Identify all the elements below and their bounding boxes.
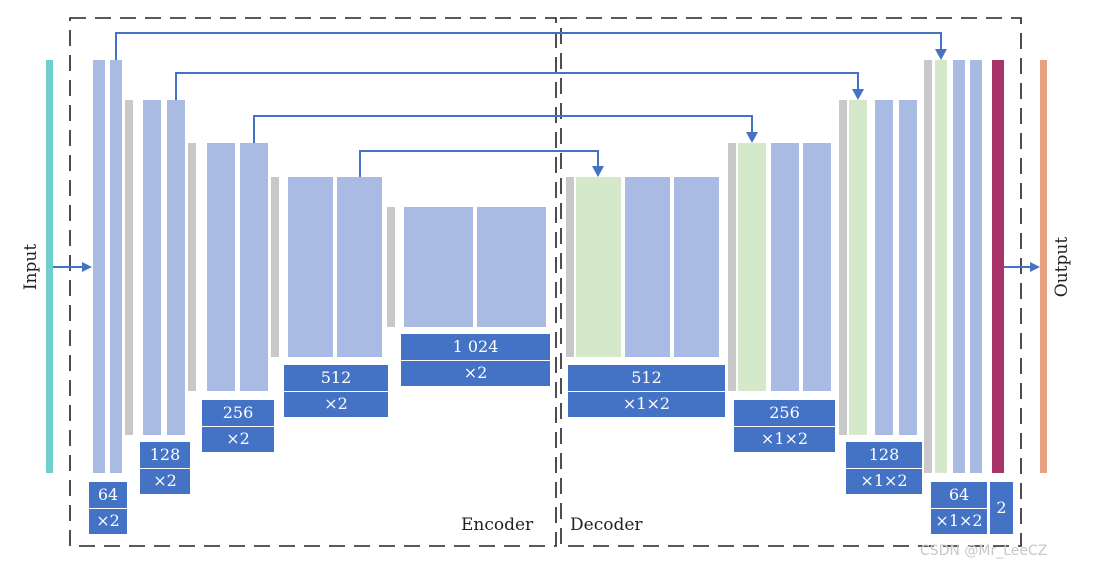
dec4-copy	[576, 177, 621, 357]
final-output-channels: 2	[996, 498, 1007, 517]
enc1-pool	[125, 100, 133, 435]
dec4-up	[566, 177, 574, 357]
encoder-dashed-border	[69, 17, 557, 547]
dec4-conv: ×1×2	[568, 390, 725, 418]
dec1-copy	[935, 60, 947, 473]
enc3-label-box: 256 ×2	[202, 400, 274, 452]
bottleneck-conv: ×2	[401, 359, 550, 387]
dec2-map-b	[899, 100, 917, 435]
dec3-conv: ×1×2	[734, 425, 835, 453]
enc2-conv: ×2	[140, 467, 190, 495]
bottleneck-label-box: 1 024 ×2	[401, 334, 550, 386]
skip-connection-1	[115, 32, 942, 60]
enc3-pool	[271, 177, 279, 357]
encoder-label: Encoder	[461, 515, 534, 535]
dec2-copy	[849, 100, 867, 435]
enc4-channels: 512	[320, 367, 352, 387]
output-label: Output	[1052, 236, 1072, 298]
dec1-label-box: 64 ×1×2	[931, 482, 987, 534]
dec3-channels: 256	[769, 402, 800, 422]
skip-arrow-head-2	[852, 89, 864, 100]
skip-arrow-head-4	[592, 166, 604, 177]
output-arrow-head	[1030, 262, 1040, 272]
enc2-label-box: 128 ×2	[140, 442, 190, 494]
bottleneck-map-a	[404, 207, 473, 327]
enc2-map-a	[143, 100, 161, 435]
skip-arrow-head-1	[935, 49, 947, 60]
enc4-map-b	[337, 177, 382, 357]
enc2-channels: 128	[149, 444, 181, 464]
enc3-conv: ×2	[202, 425, 274, 453]
dec3-map-b	[803, 143, 831, 391]
dec1-map-a	[953, 60, 965, 473]
enc4-conv: ×2	[284, 390, 388, 418]
enc1-map-a	[93, 60, 105, 473]
input-bar	[46, 60, 53, 473]
dec1-map-b	[970, 60, 982, 473]
enc2-pool	[188, 143, 196, 391]
bottleneck-channels: 1 024	[452, 336, 499, 356]
dec2-label-box: 128 ×1×2	[846, 442, 922, 494]
decoder-label: Decoder	[570, 515, 643, 535]
dec1-up	[924, 60, 932, 473]
enc4-label-box: 512 ×2	[284, 365, 388, 417]
dec2-conv: ×1×2	[846, 467, 922, 495]
watermark: CSDN @Mr_LeeCZ	[920, 543, 1048, 559]
dec4-channels: 512	[631, 367, 662, 387]
enc3-map-a	[207, 143, 235, 391]
enc4-map-a	[288, 177, 333, 357]
enc4-pool	[387, 207, 395, 327]
dec3-label-box: 256 ×1×2	[734, 400, 835, 452]
enc1-channels: 64	[97, 484, 119, 504]
dec4-label-box: 512 ×1×2	[568, 365, 725, 417]
dec1-conv: ×1×2	[931, 507, 987, 535]
dec4-map-a	[625, 177, 670, 357]
dec3-map-a	[771, 143, 799, 391]
skip-arrow-head-3	[746, 132, 758, 143]
dec1-channels: 64	[948, 484, 970, 504]
enc1-map-b	[110, 60, 122, 473]
dec2-up	[839, 100, 847, 435]
decoder-dashed-border	[560, 17, 1022, 547]
enc3-channels: 256	[222, 402, 254, 422]
skip-connection-4	[359, 150, 599, 177]
enc1-label-box: 64 ×2	[89, 482, 127, 534]
bottleneck-map-b	[477, 207, 546, 327]
dec3-copy	[738, 143, 766, 391]
enc2-map-b	[167, 100, 185, 435]
final-output-label-box: 2	[990, 482, 1013, 534]
input-arrow-head	[82, 262, 92, 272]
dec3-up	[728, 143, 736, 391]
enc3-map-b	[240, 143, 268, 391]
dec2-channels: 128	[868, 444, 900, 464]
input-label: Input	[21, 243, 41, 291]
dec4-map-b	[674, 177, 719, 357]
dec2-map-a	[875, 100, 893, 435]
enc1-conv: ×2	[89, 507, 127, 535]
output-bar	[1040, 60, 1047, 473]
final-conv-bar	[992, 60, 1004, 473]
skip-connection-2	[175, 72, 859, 100]
skip-connection-3	[253, 115, 753, 143]
